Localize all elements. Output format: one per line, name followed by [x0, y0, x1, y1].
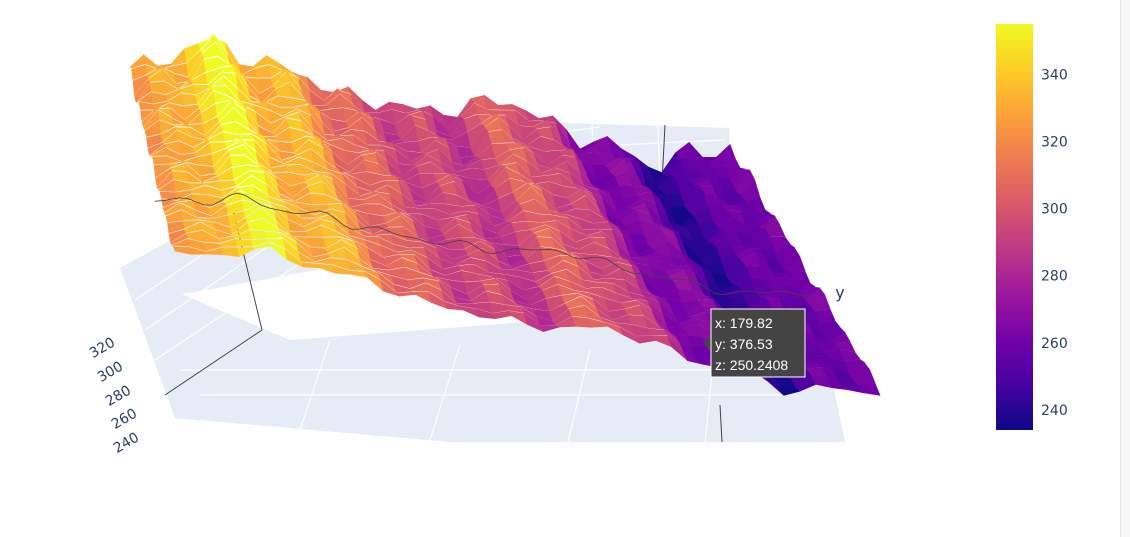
- surface-patch: [220, 121, 238, 135]
- surface-patch: [804, 288, 826, 305]
- surface-patch: [770, 236, 791, 253]
- z-axis-tick-label: 280: [103, 383, 134, 410]
- surface-patch: [170, 48, 187, 66]
- surface-patch: [843, 359, 866, 374]
- colorbar-tick-label: 280: [1041, 269, 1068, 285]
- colorbar-tick-label: 240: [1041, 403, 1068, 419]
- hover-x: x: 179.82: [715, 315, 773, 331]
- colorbar-ticks: 240 260 280 300 320 340: [1041, 67, 1068, 419]
- colorbar-tick-label: 260: [1041, 336, 1068, 352]
- surface-patch: [784, 256, 806, 273]
- surface-patch: [740, 180, 761, 202]
- surface-patch: [809, 295, 831, 312]
- colorbar[interactable]: 240 260 280 300 320 340: [996, 24, 1068, 430]
- surface-patch: [411, 291, 432, 304]
- surface-patch: [235, 238, 254, 247]
- surface-patch: [824, 327, 846, 342]
- hover-label: x: 179.82 y: 376.53 z: 250.2408: [703, 308, 806, 378]
- surface-patch: [794, 279, 816, 291]
- surface-patch: [765, 225, 786, 237]
- surface-patch: [720, 156, 741, 169]
- surface-patch: [833, 341, 856, 353]
- surface-patch: [789, 270, 811, 284]
- z-axis-tick-label: 240: [111, 430, 142, 457]
- surface-patch: [750, 209, 771, 225]
- surface-patch: [725, 165, 746, 181]
- surface-patch: [745, 197, 766, 214]
- surface-patch: [814, 308, 836, 325]
- surface-contour-line: [154, 192, 813, 297]
- surface-patch: [236, 134, 255, 140]
- scene-floor-pane: [120, 268, 845, 442]
- surface-patch: [396, 291, 417, 297]
- colorbar-tick-label: 300: [1041, 202, 1068, 218]
- surface-patch: [755, 213, 776, 228]
- surface-patch: [715, 143, 736, 159]
- surface-patch: [775, 243, 796, 266]
- surface-patch: [828, 332, 851, 344]
- surface-patch: [277, 96, 295, 108]
- surface-patch: [173, 125, 192, 127]
- surface-patch: [196, 153, 214, 167]
- surface-patch: [289, 231, 309, 237]
- colorbar-gradient: [996, 24, 1033, 430]
- z-axis-tick-label: 300: [95, 359, 126, 386]
- surface-patch: [819, 320, 841, 337]
- hover-z: z: 250.2408: [715, 357, 788, 373]
- surface-patch: [730, 169, 751, 191]
- surface-patch: [180, 93, 198, 106]
- surface-mesh[interactable]: [129, 34, 881, 396]
- surface-patch: [198, 165, 216, 176]
- surface-patch: [249, 230, 268, 240]
- surface-patch: [759, 216, 781, 229]
- surface-patch: [152, 156, 170, 165]
- colorbar-tick-label: 320: [1041, 134, 1068, 150]
- surface-patch: [853, 370, 876, 386]
- surface-patch: [307, 237, 327, 248]
- surface-patch: [779, 248, 801, 271]
- surface-patch: [179, 84, 196, 95]
- surface-patch: [149, 81, 166, 95]
- colorbar-tick-label: 340: [1041, 67, 1068, 83]
- z-axis-tick-label: 260: [109, 406, 140, 433]
- hover-y: y: 376.53: [715, 336, 773, 352]
- surface-patch: [735, 170, 756, 196]
- surface-patch: [230, 155, 248, 167]
- scrollbar-track[interactable]: [1120, 0, 1130, 537]
- y-axis-title: y: [835, 283, 844, 302]
- z-axis-tick-label: 320: [87, 335, 118, 362]
- surface-patch: [838, 348, 861, 362]
- surface-patch: [848, 363, 871, 382]
- surface-patch: [858, 382, 881, 396]
